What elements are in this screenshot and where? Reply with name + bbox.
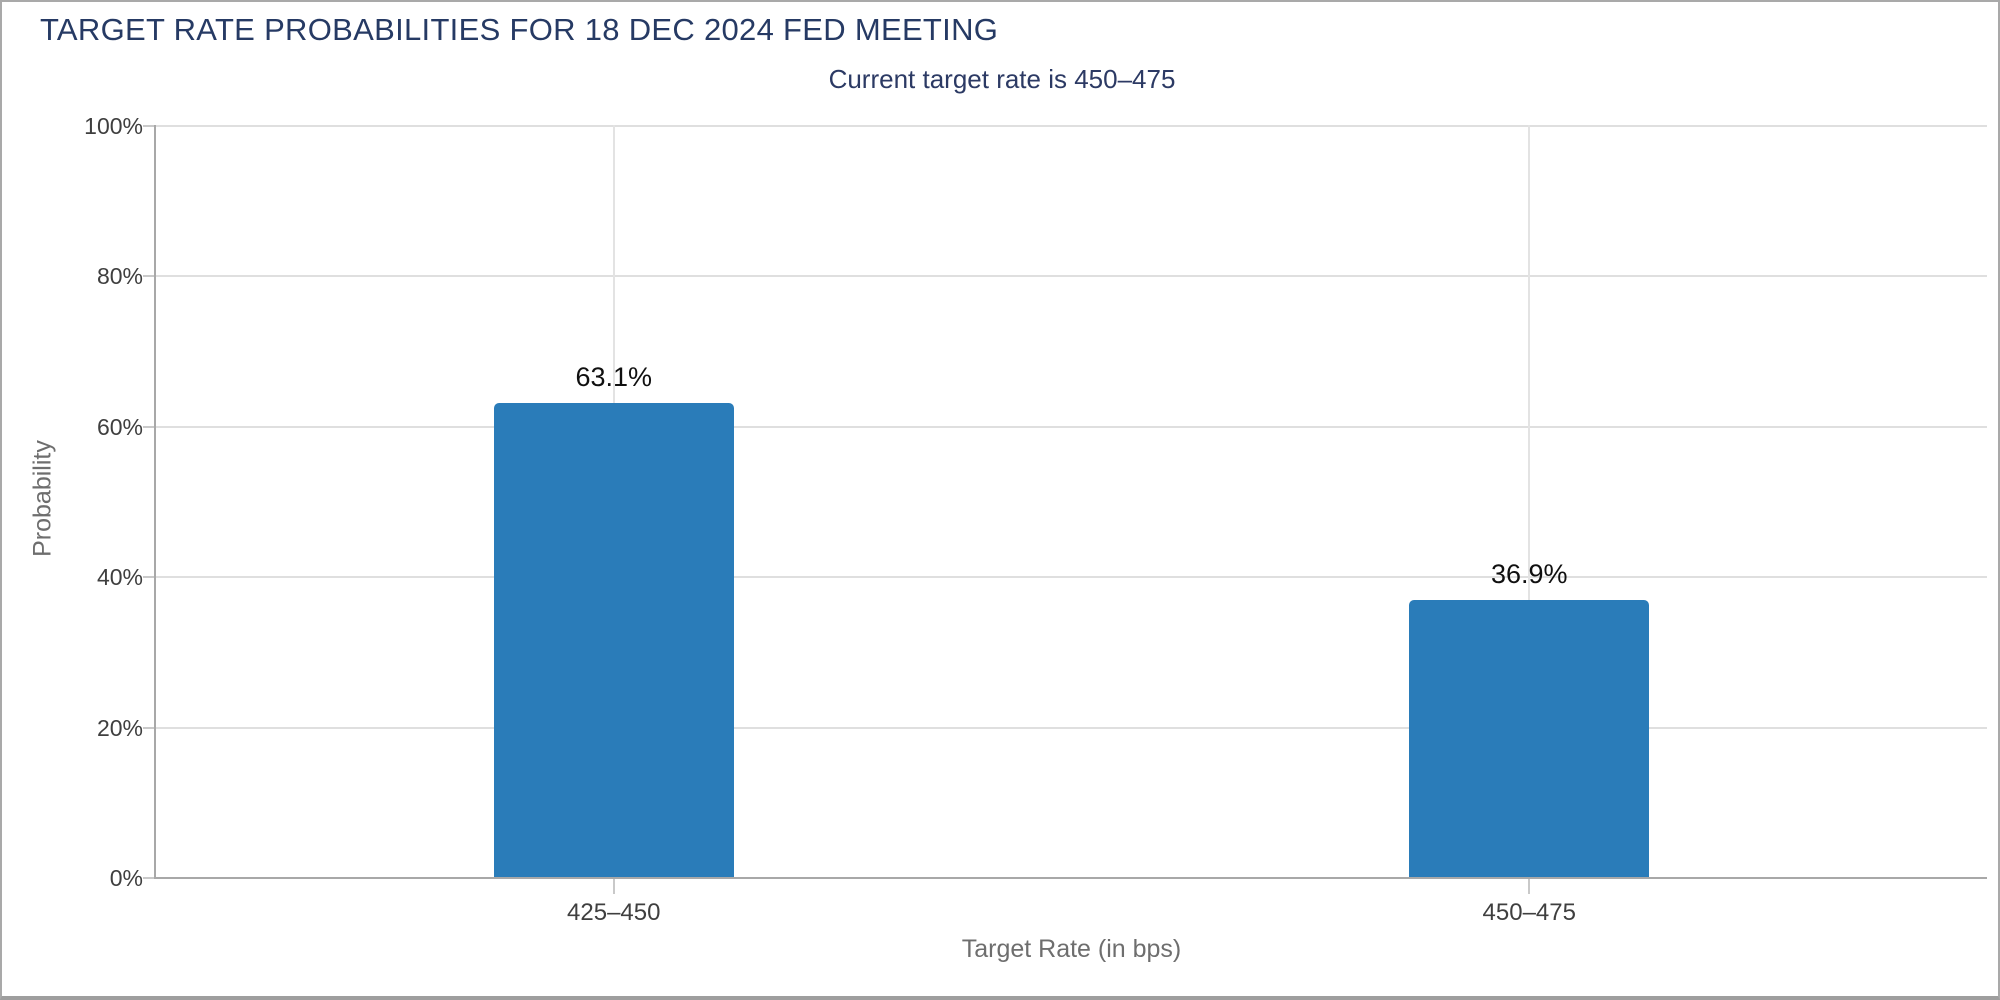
y-axis-tick xyxy=(143,726,155,729)
y-axis-tick xyxy=(143,425,155,428)
gridline-horizontal xyxy=(156,125,1987,127)
chart-subtitle: Current target rate is 450–475 xyxy=(828,64,1176,94)
x-axis-tick xyxy=(612,879,615,894)
y-axis-tick xyxy=(143,576,155,579)
x-axis-title: Target Rate (in bps) xyxy=(961,935,1182,963)
x-category-label: 425–450 xyxy=(567,899,661,926)
x-axis-tick xyxy=(1528,879,1531,894)
bar-value-label: 63.1% xyxy=(575,361,653,392)
plot-area: 63.1% 36.9% xyxy=(156,125,1987,877)
gridline-horizontal xyxy=(156,576,1987,579)
x-axis-line xyxy=(154,877,1987,879)
chart-title: TARGET RATE PROBABILITIES FOR 18 DEC 202… xyxy=(40,12,999,47)
y-axis-tick xyxy=(143,275,155,278)
gridline-horizontal xyxy=(156,726,1987,729)
y-axis-tick-label: 60% xyxy=(96,413,143,440)
y-axis-tick-label: 80% xyxy=(96,263,143,290)
y-axis-tick-label: 0% xyxy=(109,865,143,891)
gridline-horizontal xyxy=(156,275,1987,278)
y-axis-tick-label: 100% xyxy=(84,113,143,139)
y-axis-tick xyxy=(143,877,155,879)
y-axis-tick-label: 40% xyxy=(96,564,143,591)
gridline-horizontal xyxy=(156,425,1987,428)
bar xyxy=(1409,599,1650,877)
y-axis-tick-label: 20% xyxy=(96,714,143,741)
bar xyxy=(493,402,734,877)
y-axis-tick xyxy=(143,125,155,127)
x-category-label: 450–475 xyxy=(1482,899,1576,926)
bar-value-label: 36.9% xyxy=(1490,558,1568,589)
y-axis-line xyxy=(154,125,156,879)
gridline-vertical xyxy=(1528,125,1531,877)
